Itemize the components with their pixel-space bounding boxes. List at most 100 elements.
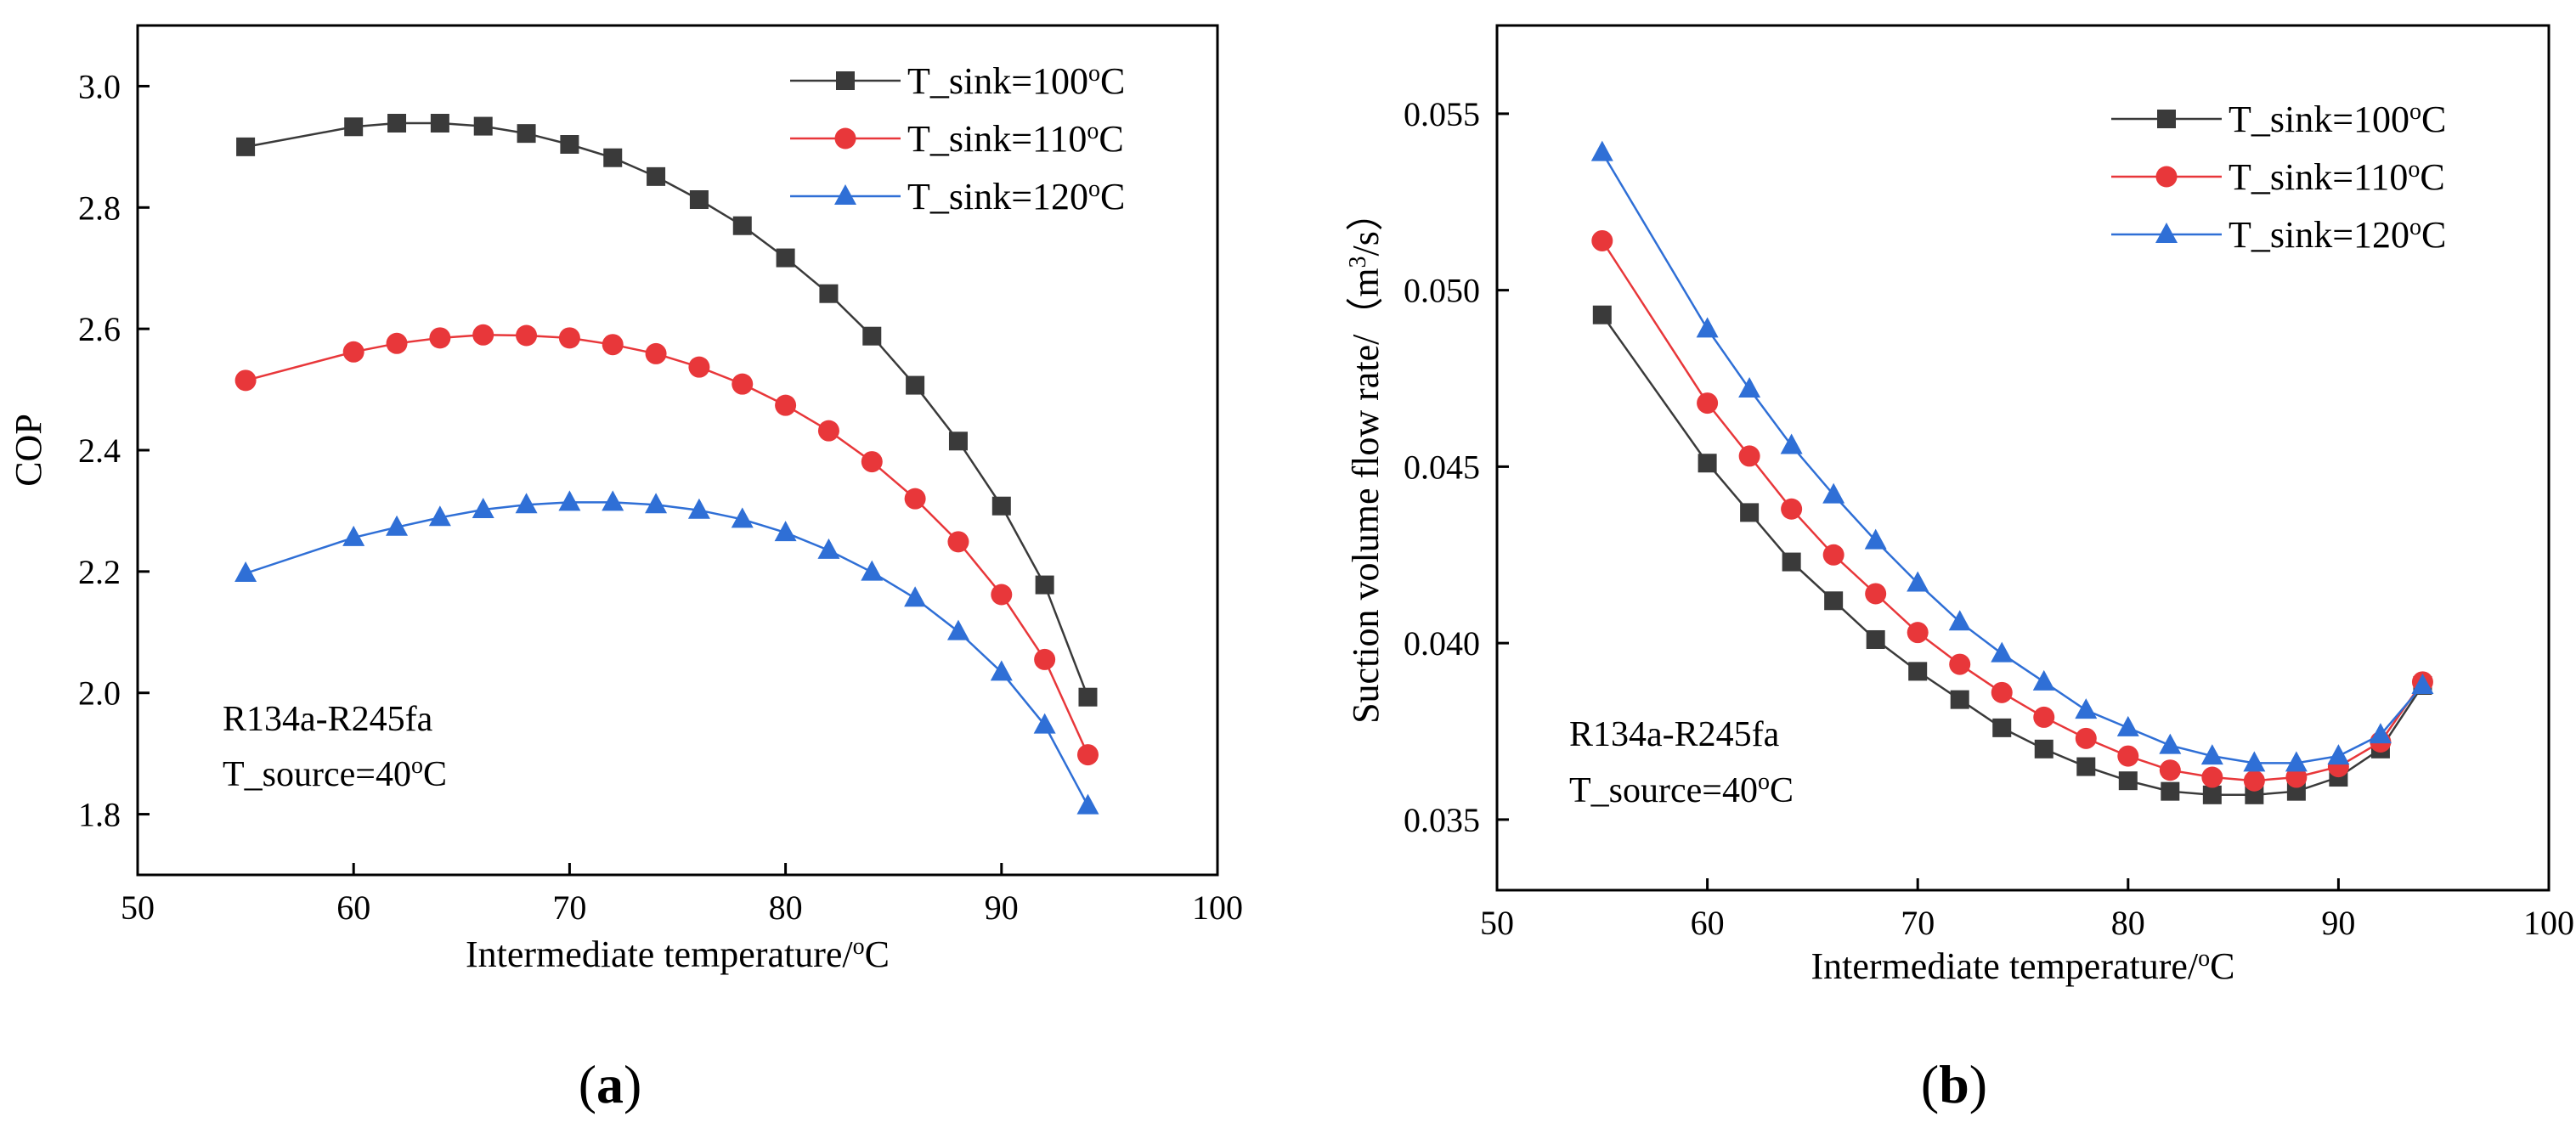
panel-label-open: ( — [579, 1054, 596, 1114]
x-tick-label: 60 — [1691, 904, 1725, 942]
data-point — [862, 326, 882, 346]
series-line — [1601, 240, 2424, 782]
data-point — [1035, 575, 1054, 595]
data-point — [1865, 583, 1887, 605]
x-axis-title-text: Intermediate temperature/ — [466, 933, 853, 975]
data-point — [1864, 528, 1887, 550]
data-point — [558, 490, 581, 511]
data-point — [472, 324, 494, 346]
legend-item: T_sink=100oC — [790, 60, 1125, 102]
legend-item: T_sink=120oC — [790, 176, 1125, 217]
series-3 — [234, 490, 1099, 815]
series-2 — [234, 324, 1099, 766]
data-point — [1866, 629, 1885, 649]
data-point — [517, 124, 536, 144]
data-point — [2116, 715, 2139, 736]
legend-label-unit: C — [2421, 99, 2446, 140]
y-axis-title-text: COP — [8, 414, 49, 487]
data-point — [990, 660, 1013, 681]
legend-item: T_sink=110oC — [2111, 156, 2445, 198]
legend-marker — [2157, 110, 2176, 128]
legend-label-name: T_sink=110 — [907, 118, 1087, 160]
data-point — [904, 586, 927, 607]
annotation-source-text: T_source=40 — [223, 755, 411, 794]
data-point — [2159, 733, 2182, 754]
data-point — [947, 531, 969, 553]
data-point — [819, 284, 839, 303]
x-axis-title-sup: o — [853, 933, 865, 960]
data-point — [430, 114, 449, 133]
annotation-refrigerant: R134a-R245fa — [1569, 715, 1780, 754]
data-point — [647, 166, 666, 186]
data-point — [817, 420, 839, 442]
x-axis-title: Intermediate temperature/oC — [466, 933, 890, 976]
data-point — [2327, 744, 2350, 765]
data-point — [2411, 674, 2434, 695]
series-2 — [1591, 229, 2433, 792]
data-point — [776, 248, 795, 268]
legend-marker — [2155, 223, 2178, 243]
data-point — [1948, 610, 1971, 631]
data-point — [774, 521, 797, 542]
data-point — [1076, 744, 1099, 766]
data-point — [861, 560, 884, 581]
y-axis-title-tail: /s） — [1345, 194, 1387, 256]
data-point — [948, 431, 968, 451]
data-point — [2285, 751, 2308, 772]
annotation-source-temp: T_source=40oC — [1569, 769, 1794, 811]
data-point — [946, 619, 969, 640]
data-point — [817, 538, 840, 559]
x-tick-label: 100 — [1192, 888, 1243, 927]
y-axis-title-sup: 3 — [1345, 256, 1371, 268]
data-point — [386, 515, 409, 536]
data-point — [732, 373, 754, 395]
annotation-source-sup: o — [1758, 769, 1770, 795]
data-point — [1076, 793, 1099, 815]
y-tick-label: 2.6 — [78, 310, 121, 348]
data-point — [2161, 781, 2180, 801]
data-point — [1780, 433, 1803, 454]
x-axis-title: Intermediate temperature/oC — [1811, 945, 2235, 988]
data-point — [2032, 669, 2055, 691]
x-tick-label: 90 — [2321, 904, 2355, 942]
legend-label: T_sink=100oC — [2229, 99, 2446, 141]
data-point — [1592, 305, 1612, 324]
data-point — [1907, 571, 1929, 592]
legend-label-unit: C — [1100, 176, 1125, 217]
legend: T_sink=100oC T_sink=110oC T_sink=120oC — [2111, 99, 2446, 257]
data-point — [473, 116, 493, 136]
series-1 — [236, 114, 1098, 707]
data-point — [515, 493, 538, 514]
data-point — [1781, 498, 1803, 520]
legend-label-sup: o — [2408, 156, 2420, 183]
x-tick-label: 60 — [336, 888, 370, 927]
data-point — [1696, 317, 1719, 338]
legend-label-name: T_sink=120 — [907, 176, 1088, 217]
panel-label-letter: a — [596, 1054, 624, 1114]
annotation-source-temp: T_source=40oC — [223, 753, 447, 795]
data-point — [2033, 706, 2055, 728]
y-tick-label: 0.045 — [1404, 448, 1480, 486]
data-point — [602, 490, 624, 511]
data-point — [1033, 713, 1056, 734]
data-point — [2076, 757, 2096, 776]
data-point — [1907, 622, 1929, 644]
y-tick-label: 2.0 — [78, 674, 121, 713]
panel-label-letter: b — [1939, 1054, 1969, 1114]
data-point — [732, 216, 752, 235]
data-point — [2034, 739, 2053, 759]
data-point — [428, 505, 451, 527]
series-3 — [1590, 140, 2434, 772]
data-point — [429, 327, 451, 349]
legend-label-unit: C — [1099, 118, 1123, 160]
data-point — [472, 498, 494, 518]
data-point — [645, 342, 667, 364]
y-tick-label: 2.2 — [78, 553, 121, 591]
data-point — [2201, 766, 2223, 788]
legend-label-unit: C — [2420, 156, 2444, 198]
legend-label: T_sink=120oC — [2229, 214, 2446, 257]
data-point — [861, 451, 883, 473]
data-point — [1740, 503, 1760, 522]
x-tick-label: 80 — [769, 888, 803, 927]
data-point — [2243, 770, 2265, 792]
